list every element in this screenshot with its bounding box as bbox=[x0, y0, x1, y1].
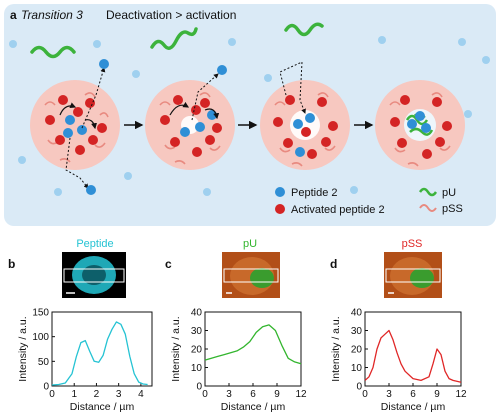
pu-strand bbox=[30, 45, 76, 59]
micrograph-d bbox=[384, 252, 442, 298]
x-tick-label: 9 bbox=[434, 389, 440, 400]
y-tick-label: 100 bbox=[32, 332, 49, 343]
series-line bbox=[204, 324, 302, 365]
y-tick-label: 0 bbox=[356, 382, 362, 393]
y-axis-label: Intensity / a.u. bbox=[330, 316, 342, 381]
droplet-stage-4 bbox=[375, 80, 465, 170]
plot-frame bbox=[204, 311, 302, 387]
x-tick-label: 6 bbox=[250, 389, 256, 400]
x-tick-label: 3 bbox=[386, 389, 392, 400]
droplet-stage-2 bbox=[145, 65, 235, 170]
droplet-stage-1 bbox=[30, 59, 120, 195]
legend-activated-label: Activated peptide 2 bbox=[291, 204, 385, 216]
y-tick-label: 40 bbox=[351, 308, 363, 319]
x-tick-label: 1 bbox=[71, 389, 77, 400]
x-tick-label: 6 bbox=[410, 389, 416, 400]
x-axis-label: Distance / µm bbox=[381, 401, 446, 413]
y-tick-label: 30 bbox=[351, 326, 363, 337]
y-tick-label: 0 bbox=[196, 382, 202, 393]
chart-b: 0 1 2 3 4 0 50 100 150 Distance / µm Intensity / a… bbox=[17, 308, 153, 413]
legend-pss-swatch bbox=[419, 204, 437, 212]
chart-c: 0 3 6 9 12 0 10 20 30 40 Distance / µm Intensity / … bbox=[170, 308, 307, 414]
y-tick-label: 10 bbox=[191, 363, 203, 374]
y-axis-label: Intensity / a.u. bbox=[17, 316, 29, 381]
legend-pss-label: pSS bbox=[442, 203, 463, 215]
micrograph-c bbox=[222, 252, 280, 298]
panel-b-letter: b bbox=[8, 257, 15, 271]
panel-c-label: pU bbox=[243, 238, 257, 250]
free-peptide-dots bbox=[9, 36, 490, 196]
panel-a-subtitle: Deactivation > activation bbox=[106, 8, 236, 22]
panel-a-title: Transition 3 bbox=[21, 8, 83, 22]
y-axis-label: Intensity / a.u. bbox=[170, 316, 182, 381]
x-tick-label: 9 bbox=[274, 389, 280, 400]
y-tick-label: 20 bbox=[191, 345, 203, 356]
pu-strand bbox=[150, 27, 198, 50]
micrograph-b bbox=[62, 252, 126, 298]
legend-pu-label: pU bbox=[442, 187, 456, 199]
y-tick-label: 50 bbox=[38, 357, 50, 368]
y-tick-label: 0 bbox=[43, 382, 49, 393]
x-tick-label: 2 bbox=[94, 389, 100, 400]
panel-b-label: Peptide bbox=[76, 238, 113, 250]
y-tick-label: 30 bbox=[191, 326, 203, 337]
panel-d-letter: d bbox=[330, 257, 337, 271]
plot-frame bbox=[51, 311, 153, 387]
droplet-stage-3 bbox=[260, 61, 350, 170]
series-line bbox=[51, 321, 148, 386]
panel-a-letter: a bbox=[10, 8, 17, 22]
x-axis-label: Distance / µm bbox=[221, 401, 286, 413]
y-tick-label: 40 bbox=[191, 308, 203, 319]
x-tick-label: 3 bbox=[226, 389, 232, 400]
y-tick-label: 20 bbox=[351, 345, 363, 356]
x-tick-label: 4 bbox=[138, 389, 144, 400]
x-tick-label: 0 bbox=[49, 389, 55, 400]
legend: Peptide 2 Activated peptide 2 pU pSS bbox=[275, 187, 463, 216]
x-tick-label: 0 bbox=[362, 389, 368, 400]
x-tick-label: 12 bbox=[455, 389, 467, 400]
x-tick-label: 3 bbox=[116, 389, 122, 400]
legend-peptide-label: Peptide 2 bbox=[291, 187, 337, 199]
x-tick-label: 12 bbox=[295, 389, 307, 400]
pu-strand bbox=[284, 22, 324, 37]
legend-peptide-swatch bbox=[275, 187, 285, 197]
chart-d: 0 3 6 9 12 0 10 20 30 40 Distance / µm Intensity / … bbox=[330, 308, 467, 414]
y-tick-label: 10 bbox=[351, 363, 363, 374]
panel-d-label: pSS bbox=[402, 238, 423, 250]
legend-activated-swatch bbox=[275, 204, 285, 214]
panel-c-letter: c bbox=[165, 257, 172, 271]
x-tick-label: 0 bbox=[202, 389, 208, 400]
series-line bbox=[364, 329, 462, 383]
y-tick-label: 150 bbox=[32, 308, 49, 319]
x-axis-label: Distance / µm bbox=[70, 401, 135, 413]
panel-a-background bbox=[4, 4, 496, 226]
legend-pu-swatch bbox=[418, 187, 438, 197]
